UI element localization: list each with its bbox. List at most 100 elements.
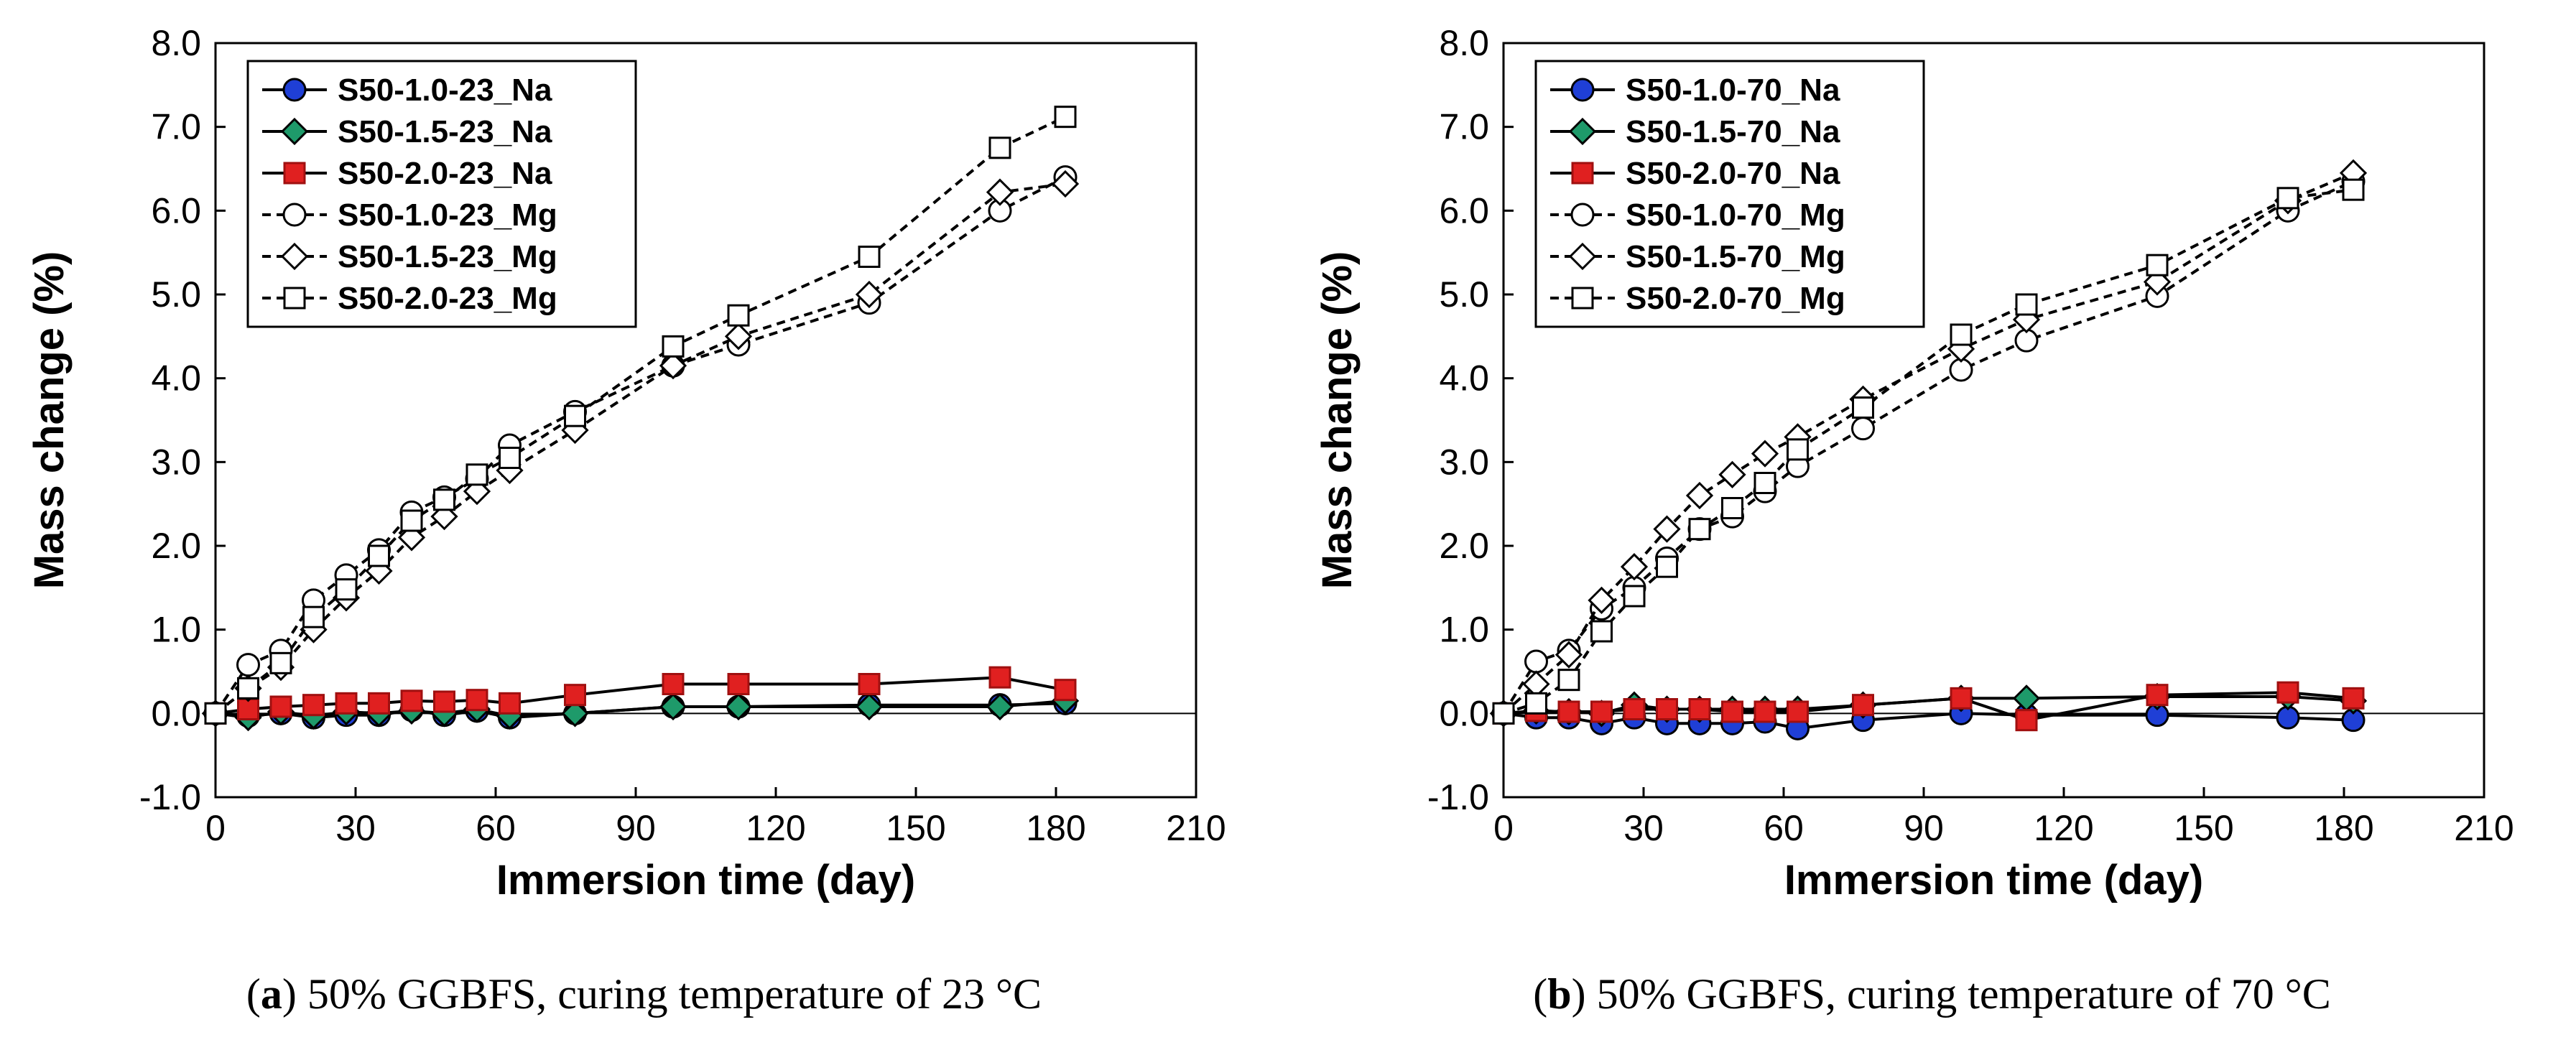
chart-a-data-point — [659, 692, 687, 721]
chart-a-plot-frame — [214, 42, 1197, 799]
chart-b-data-point — [1685, 481, 1714, 510]
chart-b-series-4 — [1489, 159, 2368, 728]
chart-a-data-point — [727, 304, 750, 327]
chart-b-series-line — [1502, 171, 2354, 715]
chart-b-data-point — [1620, 553, 1649, 581]
chart-b-data-point — [1721, 497, 1743, 519]
chart-a-x-tick-label: 90 — [616, 808, 656, 848]
chart-b-y-tick-label: 2.0 — [1439, 526, 1489, 566]
chart-b-legend-box — [1534, 60, 1925, 328]
chart-b-x-tick-label: 120 — [2034, 808, 2093, 848]
chart-b-series-line — [1503, 712, 2354, 730]
chart-a-series-line — [214, 175, 1066, 715]
chart-a-y-tick-label: 2.0 — [151, 526, 201, 566]
chart-a-data-point — [986, 692, 1014, 721]
chart-a-data-point — [368, 692, 390, 715]
chart-a-data-point — [236, 653, 260, 677]
chart-b-legend-label: S50-2.0-70_Mg — [1626, 281, 1845, 316]
chart-b-y-tick-label: 4.0 — [1439, 358, 1489, 399]
chart-b-legend-label: S50-1.0-70_Mg — [1626, 198, 1845, 233]
chart-b-data-point — [1753, 700, 1776, 723]
chart-b-y-tick-label: -1.0 — [1427, 777, 1489, 817]
chart-a-data-point — [561, 700, 589, 728]
chart-a-x-tick-label: 0 — [205, 808, 226, 848]
chart-a-data-point — [400, 689, 423, 712]
chart-b-data-point — [1653, 515, 1681, 543]
chart-b-data-point — [2342, 178, 2365, 201]
chart-b-series-line — [1503, 691, 2354, 722]
chart-a-data-point — [727, 673, 750, 695]
chart-b-y-tick-label: 1.0 — [1439, 610, 1489, 650]
chart-a-data-point — [1051, 169, 1080, 198]
chart-a-data-point — [1054, 106, 1077, 129]
chart-a-data-point — [433, 488, 455, 511]
chart-b-legend-label: S50-1.0-70_Na — [1626, 73, 1840, 108]
chart-a-data-point — [433, 690, 455, 713]
chart-b-data-point — [1852, 694, 1874, 717]
chart-b-data-point — [1721, 700, 1743, 723]
chart-a-data-point — [855, 280, 884, 309]
chart-a-series-line — [214, 115, 1066, 715]
chart-a-series-line — [215, 676, 1066, 715]
chart-a-legend-label: S50-1.5-23_Mg — [338, 239, 557, 274]
chart-b-legend-label: S50-1.5-70_Na — [1626, 114, 1840, 149]
chart-b-x-tick-label: 150 — [2174, 808, 2233, 848]
chart-b-x-tick-label: 210 — [2454, 808, 2514, 848]
chart-b-data-point — [2015, 709, 2038, 732]
chart-a-data-point — [662, 673, 685, 695]
chart-a-y-tick-label: -1.0 — [139, 777, 201, 817]
chart-a-legend-marker — [282, 78, 307, 102]
chart-a-y-tick-label: 1.0 — [151, 610, 201, 650]
chart-a-data-point — [988, 666, 1011, 689]
chart-b-data-point — [1590, 620, 1613, 643]
chart-b-data-point — [2342, 687, 2365, 710]
chart-b-data-point — [2146, 254, 2169, 277]
chart-b-data-point — [2015, 293, 2038, 316]
chart-b-x-tick-label: 180 — [2314, 808, 2373, 848]
chart-b-data-point — [1718, 460, 1746, 488]
chart-b-data-point — [1555, 641, 1583, 669]
chart-a-data-point — [465, 689, 488, 712]
chart-b-legend-marker — [1570, 203, 1595, 227]
chart-b-legend-label: S50-1.5-70_Mg — [1626, 239, 1845, 274]
chart-panel-b: -1.0 0.0 1.0 2.0 3.0 4.0 5.0 6.0 7.0 8.0 0 30 60 90 12… — [1288, 0, 2576, 1050]
chart-b-legend-marker — [1570, 78, 1595, 102]
chart-b-data-point — [1753, 472, 1776, 494]
chart-a-data-point — [204, 702, 227, 725]
caption-text-a: 50% GGBFS, curing temperature of 23 °C — [307, 970, 1042, 1018]
chart-b-data-point — [2012, 684, 2041, 712]
chart-b-data-point — [1688, 518, 1711, 541]
chart-a-data-point — [237, 677, 259, 700]
chart-a-data-point — [564, 684, 586, 707]
chart-a-x-tick-label: 30 — [335, 808, 376, 848]
chart-b-legend-marker — [1571, 162, 1594, 185]
chart-a-data-point — [499, 447, 521, 469]
chart-b-data-point — [1656, 698, 1678, 720]
chart-a-y-tick-label: 0.0 — [151, 693, 201, 733]
chart-a-data-point — [988, 136, 1011, 159]
chart-b-x-tick-label: 60 — [1764, 808, 1804, 848]
chart-b-legend-marker — [1568, 242, 1597, 271]
chart-b-data-point — [1688, 698, 1711, 720]
chart-a-y-tick-label: 4.0 — [151, 358, 201, 399]
chart-a-data-point — [499, 692, 521, 715]
chart-b-y-tick-label: 0.0 — [1439, 693, 1489, 733]
chart-b-y-tick-label: 5.0 — [1439, 274, 1489, 315]
chart-b-x-tick-label: 0 — [1493, 808, 1514, 848]
caption-letter-a: a — [260, 970, 282, 1018]
chart-a-data-point — [400, 509, 423, 532]
chart-a-data-point — [855, 692, 884, 721]
chart-b-data-point — [1852, 396, 1874, 419]
chart-b-data-point — [1656, 555, 1678, 578]
chart-a-series-2 — [204, 666, 1077, 725]
chart-b-x-axis-title: Immersion time (day) — [1784, 857, 2203, 903]
chart-a-data-point — [858, 246, 881, 268]
chart-a-data-point — [659, 352, 687, 380]
chart-b-y-tick-label: 7.0 — [1439, 107, 1489, 147]
chart-b-legend-marker — [1568, 117, 1597, 146]
chart-a: -1.0 0.0 1.0 2.0 3.0 4.0 5.0 6.0 7.0 8.0 0 30 60 90 12… — [26, 23, 1226, 903]
chart-a-x-axis-title: Immersion time (day) — [496, 857, 915, 903]
chart-a-data-point — [302, 605, 325, 628]
chart-b-data-point — [1525, 692, 1547, 715]
chart-a-y-tick-label: 3.0 — [151, 442, 201, 482]
